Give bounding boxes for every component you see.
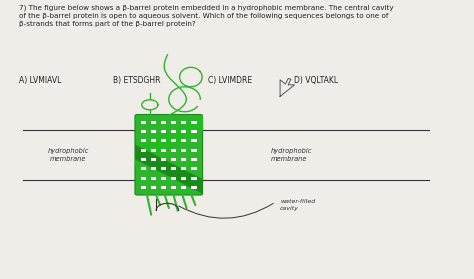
Text: water-filled
cavity: water-filled cavity xyxy=(280,199,315,211)
Text: hydrophobic
membrane: hydrophobic membrane xyxy=(271,148,312,162)
Text: hydrophobic
membrane: hydrophobic membrane xyxy=(47,148,89,162)
Text: 7) The figure below shows a β-barrel protein embedded in a hydrophobic membrane.: 7) The figure below shows a β-barrel pro… xyxy=(18,5,393,27)
Text: B) ETSDGHR: B) ETSDGHR xyxy=(113,76,161,85)
Text: A) LVMIAVL: A) LVMIAVL xyxy=(18,76,61,85)
Text: D) VQLTAKL: D) VQLTAKL xyxy=(293,76,338,85)
Text: C) LVIMDRE: C) LVIMDRE xyxy=(208,76,252,85)
FancyBboxPatch shape xyxy=(135,114,202,195)
